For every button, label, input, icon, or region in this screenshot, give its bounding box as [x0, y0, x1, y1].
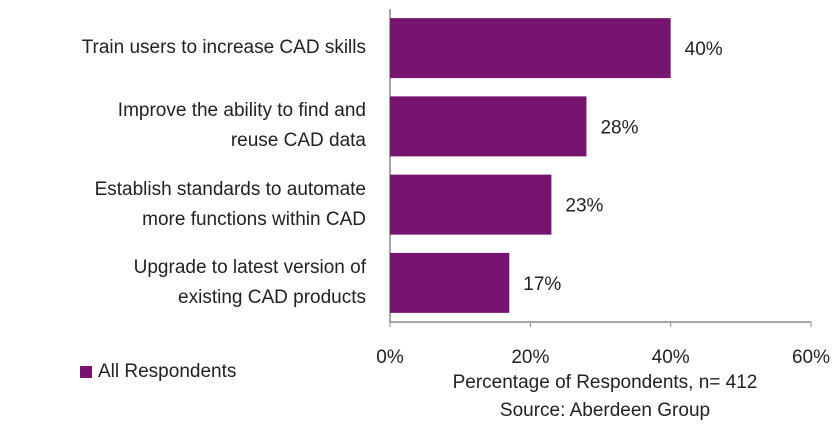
- value-label: 23%: [565, 196, 603, 217]
- legend-label: All Respondents: [98, 361, 236, 382]
- bar: [390, 252, 510, 313]
- category-label: Train users to increase CAD skills: [81, 37, 366, 59]
- x-tick-label: 60%: [792, 347, 830, 368]
- category-label: Upgrade to latest version of existing CA…: [133, 256, 366, 308]
- bar: [390, 18, 671, 79]
- x-tick-label: 40%: [652, 347, 690, 368]
- legend-swatch: [80, 366, 92, 378]
- x-tick-label: 20%: [511, 347, 549, 368]
- x-axis-label: Percentage of Respondents, n= 412: [453, 372, 758, 393]
- value-label: 40%: [685, 39, 723, 60]
- value-label: 28%: [600, 117, 638, 138]
- category-label: Establish standards to automate more fun…: [94, 178, 366, 230]
- bar: [390, 174, 552, 235]
- x-tick-label: 0%: [376, 347, 404, 368]
- value-label: 17%: [523, 274, 561, 295]
- bar: [390, 96, 587, 157]
- category-label: Improve the ability to find and reuse CA…: [117, 100, 366, 152]
- source: Source: Aberdeen Group: [500, 400, 710, 421]
